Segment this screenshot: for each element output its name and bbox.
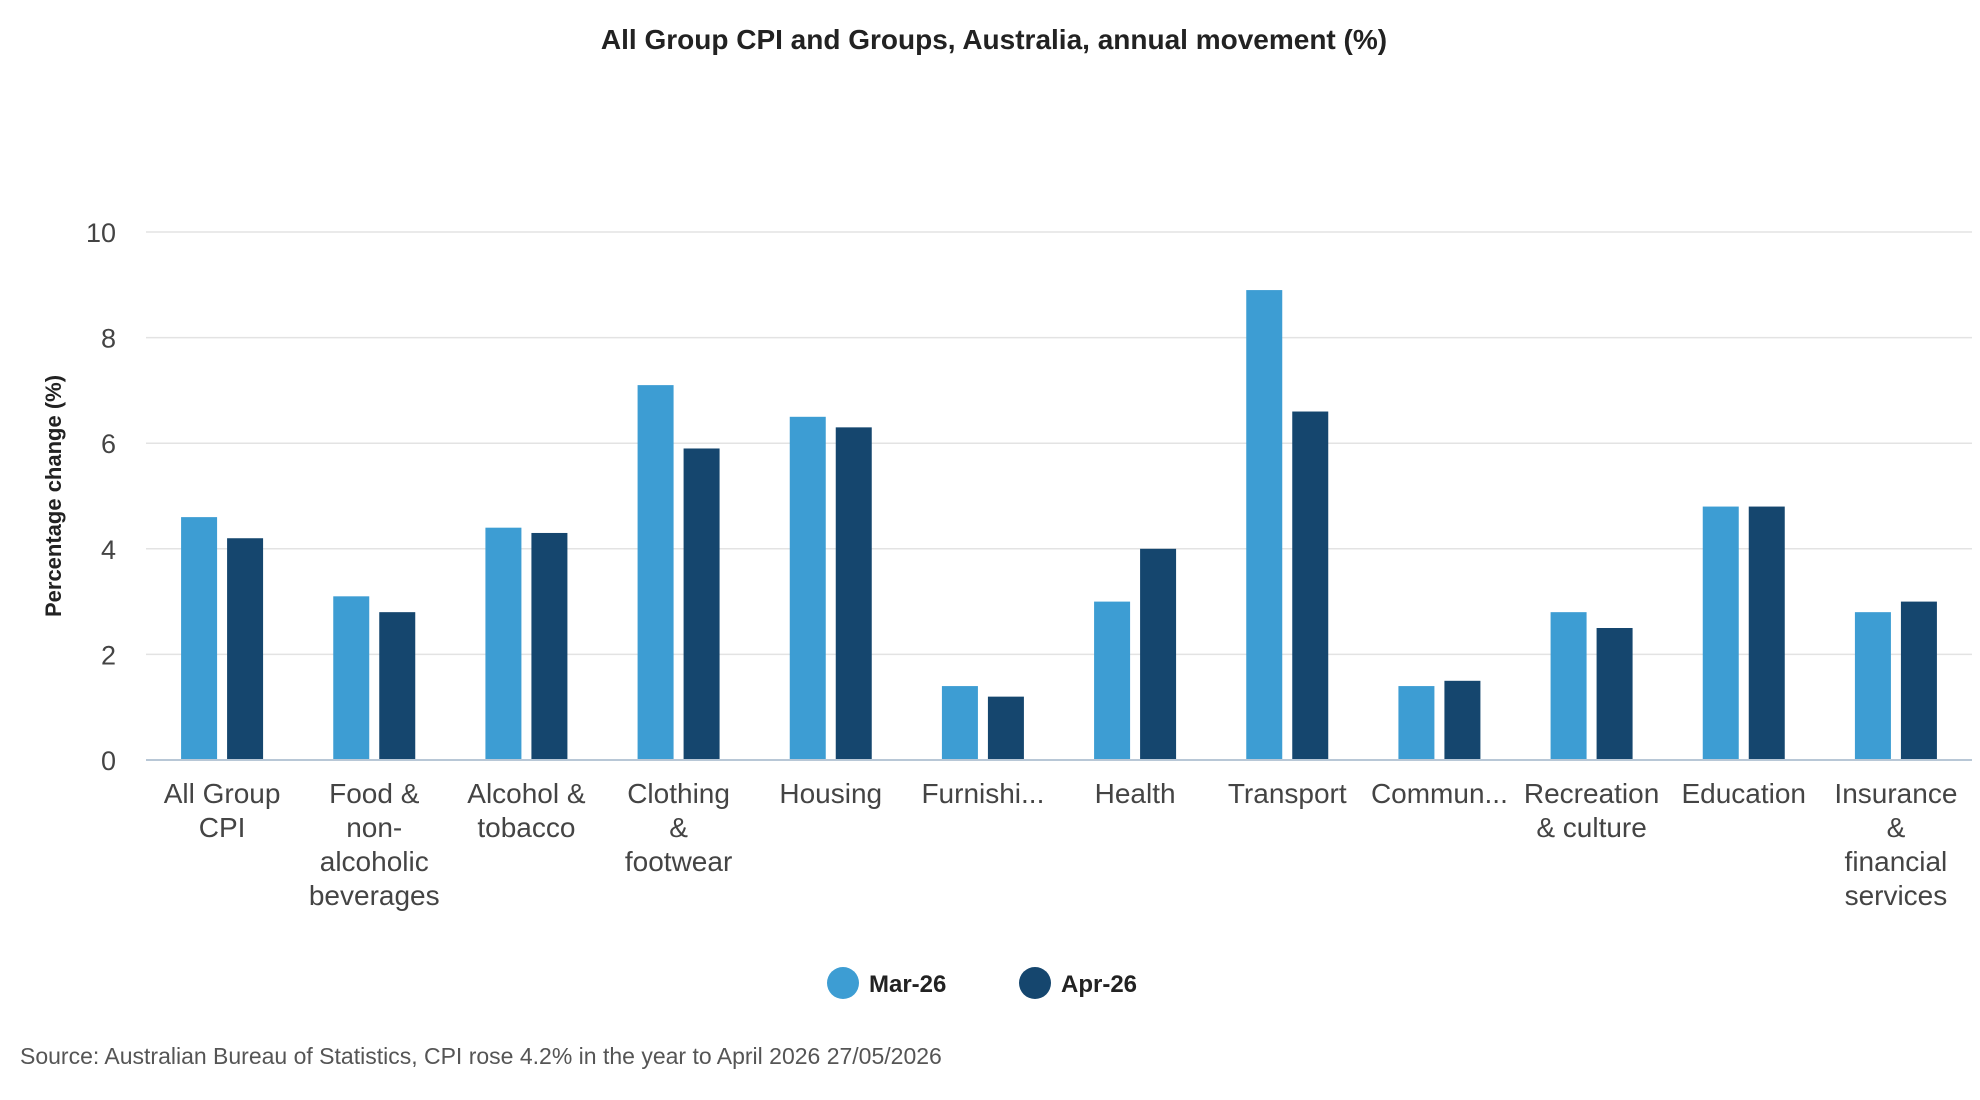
x-category-label: Transport xyxy=(1228,778,1347,809)
x-category-label: Commun... xyxy=(1371,778,1508,809)
legend-label: Mar-26 xyxy=(869,971,946,998)
bar-apr-26-6 xyxy=(1140,548,1177,760)
x-category-label-line: & xyxy=(669,812,688,843)
chart-title: All Group CPI and Groups, Australia, ann… xyxy=(601,24,1387,55)
y-axis-ticks: 0 2 4 6 8 10 xyxy=(86,218,116,776)
bar-mar-26-6 xyxy=(1094,601,1131,760)
legend-item-mar-26[interactable]: Mar-26 xyxy=(827,967,946,999)
x-category-label-line: Furnishi... xyxy=(921,778,1044,809)
bar-mar-26-8 xyxy=(1398,686,1435,760)
bars xyxy=(181,290,1937,760)
bar-apr-26-7 xyxy=(1292,411,1329,760)
y-tick-label: 0 xyxy=(101,746,116,776)
x-axis-categories: All Group CPI Food & non-alcoholic beverages… xyxy=(164,778,1958,911)
bar-mar-26-4 xyxy=(789,416,826,760)
legend-label: Apr-26 xyxy=(1061,971,1137,998)
y-tick-label: 4 xyxy=(101,535,116,565)
x-category-label-line: Transport xyxy=(1228,778,1347,809)
x-category-label-line: All Group xyxy=(164,778,281,809)
bar-apr-26-8 xyxy=(1444,680,1481,760)
bar-mar-26-7 xyxy=(1246,290,1283,760)
x-category-label-line: CPI xyxy=(199,812,246,843)
x-category-label-line: & xyxy=(1887,812,1906,843)
x-category-label: All Group CPI xyxy=(164,778,281,843)
x-category-label: Clothing & footwear xyxy=(625,778,732,877)
y-tick-label: 2 xyxy=(101,640,116,670)
x-category-label: Furnishi... xyxy=(921,778,1044,809)
x-category-label-line: Education xyxy=(1681,778,1806,809)
bar-mar-26-5 xyxy=(941,686,978,760)
bar-mar-26-10 xyxy=(1702,506,1739,760)
x-category-label-line: services xyxy=(1845,880,1948,911)
bar-apr-26-1 xyxy=(379,612,416,760)
bar-apr-26-9 xyxy=(1596,628,1633,760)
x-category-label-line: Insurance xyxy=(1834,778,1957,809)
bar-mar-26-11 xyxy=(1854,612,1891,760)
x-category-label: Insurance & financial services xyxy=(1834,778,1957,911)
bar-apr-26-5 xyxy=(987,696,1024,760)
legend: Mar-26 Apr-26 xyxy=(827,967,1137,999)
bar-apr-26-0 xyxy=(227,538,264,760)
legend-swatch xyxy=(827,967,859,999)
bar-apr-26-4 xyxy=(835,427,872,760)
x-category-label: Health xyxy=(1095,778,1176,809)
y-tick-label: 10 xyxy=(86,218,116,248)
bar-mar-26-9 xyxy=(1550,612,1587,760)
bar-apr-26-3 xyxy=(683,448,720,760)
x-category-label: Housing xyxy=(779,778,882,809)
gridlines xyxy=(146,231,1972,656)
x-category-label: Food & non-alcoholic beverages xyxy=(309,778,440,911)
bar-mar-26-3 xyxy=(637,385,674,760)
x-category-label-line: Clothing xyxy=(627,778,730,809)
x-category-label-line: Commun... xyxy=(1371,778,1508,809)
x-category-label-line: alcoholic xyxy=(320,846,429,877)
legend-item-apr-26[interactable]: Apr-26 xyxy=(1019,967,1137,999)
x-category-label-line: financial xyxy=(1845,846,1948,877)
bar-mar-26-1 xyxy=(333,596,370,760)
x-category-label-line: footwear xyxy=(625,846,732,877)
x-category-label-line: Health xyxy=(1095,778,1176,809)
bar-mar-26-0 xyxy=(181,517,218,760)
x-category-label-line: Recreation xyxy=(1524,778,1659,809)
bar-apr-26-2 xyxy=(531,532,568,760)
x-category-label: Education xyxy=(1681,778,1806,809)
x-category-label-line: Alcohol & xyxy=(467,778,586,809)
bar-apr-26-10 xyxy=(1748,506,1785,760)
x-category-label-line: non- xyxy=(346,812,402,843)
y-tick-label: 8 xyxy=(101,324,116,354)
source-note: Source: Australian Bureau of Statistics,… xyxy=(20,1043,942,1069)
legend-swatch xyxy=(1019,967,1051,999)
x-category-label-line: & culture xyxy=(1536,812,1647,843)
x-category-label-line: tobacco xyxy=(477,812,575,843)
x-category-label: Alcohol & tobacco xyxy=(467,778,586,843)
x-category-label-line: beverages xyxy=(309,880,440,911)
bar-apr-26-11 xyxy=(1900,601,1937,760)
y-axis-label: Percentage change (%) xyxy=(41,375,66,617)
y-tick-label: 6 xyxy=(101,429,116,459)
x-category-label-line: Housing xyxy=(779,778,882,809)
bar-mar-26-2 xyxy=(485,527,522,760)
x-category-label-line: Food & xyxy=(329,778,420,809)
x-category-label: Recreation & culture xyxy=(1524,778,1659,843)
